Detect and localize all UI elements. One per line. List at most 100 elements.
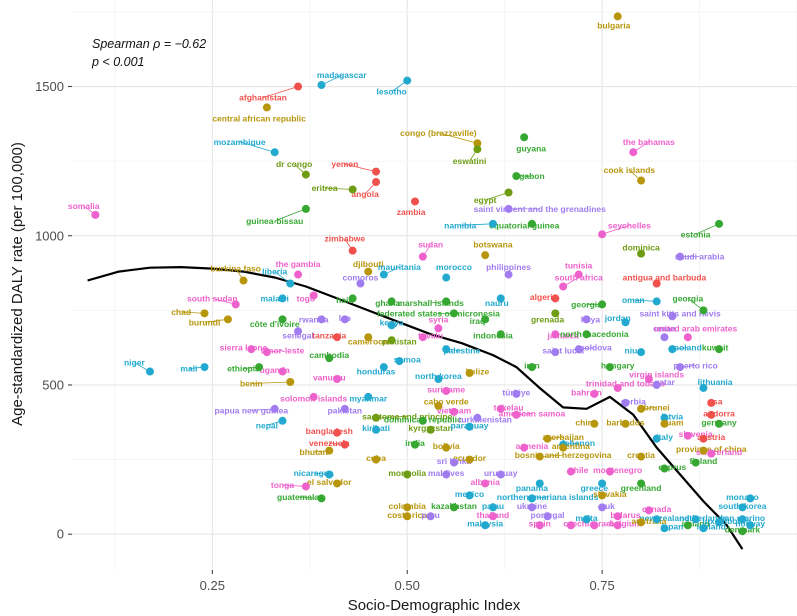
data-point xyxy=(644,375,653,384)
x-tick-label: 0.25 xyxy=(200,578,225,593)
data-point xyxy=(270,404,279,413)
data-point xyxy=(574,270,583,279)
data-point xyxy=(660,524,669,533)
point-label: bulgaria xyxy=(597,20,630,30)
data-point xyxy=(325,470,334,479)
data-point xyxy=(333,479,342,488)
data-point xyxy=(637,404,646,413)
point-label: nepal xyxy=(256,420,278,430)
data-point xyxy=(200,363,209,372)
data-point xyxy=(348,185,357,194)
leader-line xyxy=(695,223,720,235)
data-point xyxy=(387,321,396,330)
data-point xyxy=(551,348,560,357)
data-point xyxy=(512,389,521,398)
data-point xyxy=(605,467,614,476)
data-point xyxy=(411,440,420,449)
data-point xyxy=(551,330,560,339)
data-point xyxy=(317,494,326,503)
data-point xyxy=(652,279,661,288)
point-label: timor-leste xyxy=(261,346,305,356)
point-label: guatemala xyxy=(277,492,319,502)
data-point xyxy=(488,219,497,228)
data-point xyxy=(488,503,497,512)
data-points xyxy=(91,12,755,536)
data-point xyxy=(668,312,677,321)
data-point xyxy=(442,273,451,282)
data-point xyxy=(504,188,513,197)
data-point xyxy=(527,363,536,372)
data-point xyxy=(621,398,630,407)
data-point xyxy=(637,176,646,185)
data-point xyxy=(418,252,427,261)
data-point xyxy=(660,333,669,342)
data-point xyxy=(278,315,287,324)
data-point xyxy=(247,345,256,354)
data-point xyxy=(294,82,303,91)
point-label: argentina xyxy=(552,441,591,451)
data-point xyxy=(621,318,630,327)
point-label: south sudan xyxy=(187,293,238,303)
data-point xyxy=(527,219,536,228)
point-label: indonesia xyxy=(473,331,513,341)
leader-line xyxy=(460,223,493,226)
point-label: antigua and barbuda xyxy=(623,273,707,283)
data-point xyxy=(527,503,536,512)
point-label: israel xyxy=(591,519,613,529)
data-point xyxy=(699,383,708,392)
point-label: palestine xyxy=(443,346,480,356)
point-label: uk xyxy=(605,501,615,511)
data-point xyxy=(434,324,443,333)
point-label: comoros xyxy=(342,273,378,283)
data-point xyxy=(598,491,607,500)
data-point xyxy=(411,197,420,206)
data-point xyxy=(379,363,388,372)
data-point xyxy=(707,410,716,419)
data-point xyxy=(449,407,458,416)
data-point xyxy=(286,377,295,386)
point-label: ethiopia xyxy=(227,364,260,374)
point-label: tanzania xyxy=(312,331,346,341)
data-point xyxy=(520,443,529,452)
point-label: province of china xyxy=(676,444,747,454)
data-point xyxy=(372,455,381,464)
data-point xyxy=(660,464,669,473)
point-label: jordan xyxy=(604,313,631,323)
data-point xyxy=(590,521,599,530)
data-point xyxy=(348,294,357,303)
data-point xyxy=(333,375,342,384)
leader-line xyxy=(601,224,630,235)
point-label: belarus xyxy=(610,510,641,520)
data-point xyxy=(590,419,599,428)
data-point xyxy=(465,422,474,431)
data-point xyxy=(473,139,482,148)
leader-line xyxy=(251,381,291,384)
point-label: serbia xyxy=(621,396,646,406)
data-point xyxy=(372,178,381,187)
point-label: algeria xyxy=(530,292,558,302)
data-point xyxy=(442,345,451,354)
point-label: sierra leone xyxy=(220,343,268,353)
point-label: the gambia xyxy=(276,259,321,269)
point-label: trinidad and tobago xyxy=(586,378,665,388)
data-point xyxy=(613,521,622,530)
data-point xyxy=(434,401,443,410)
data-point xyxy=(715,518,724,527)
point-label: mali xyxy=(180,364,197,374)
point-label: nicaragua xyxy=(294,468,334,478)
data-point xyxy=(278,416,287,425)
data-point xyxy=(574,345,583,354)
point-label: american samoa xyxy=(499,408,566,418)
data-point xyxy=(707,449,716,458)
data-point xyxy=(566,521,575,530)
data-point xyxy=(426,425,435,434)
data-point xyxy=(566,467,575,476)
point-label: oman xyxy=(622,295,645,305)
point-label: vanuatu xyxy=(313,373,346,383)
data-point xyxy=(372,413,381,422)
point-label: chad xyxy=(171,307,191,317)
data-point xyxy=(605,363,614,372)
point-label: equatorial guinea xyxy=(489,220,560,230)
point-label: venezuela xyxy=(309,438,350,448)
